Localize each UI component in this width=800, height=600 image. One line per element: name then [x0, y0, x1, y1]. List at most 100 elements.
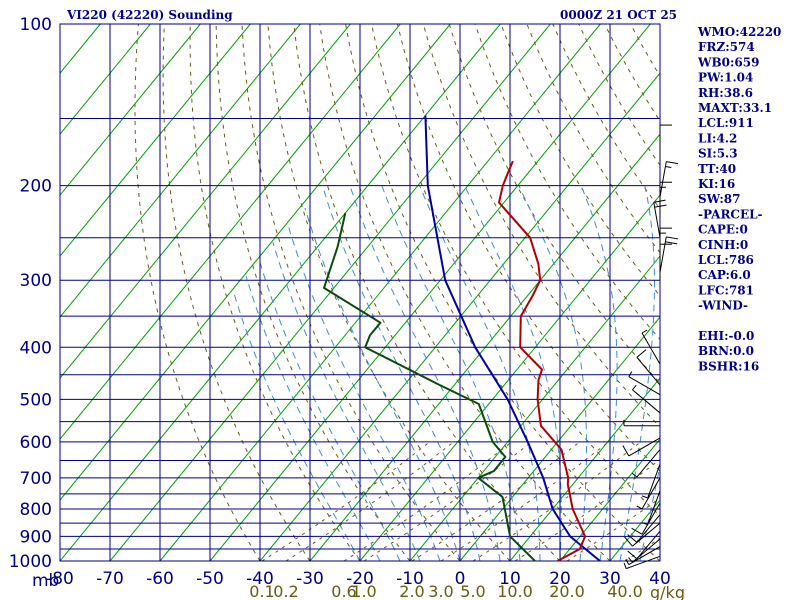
pressure-tick-label: 800 — [20, 500, 52, 520]
wind-barb — [631, 449, 661, 478]
wind-barb-flag — [625, 559, 630, 565]
wind-barb — [623, 419, 660, 427]
index-line: WMO:42220 — [697, 25, 781, 39]
temperature-tick-label: -60 — [146, 569, 174, 589]
temperature-line — [498, 160, 587, 561]
isotherm-line — [60, 24, 351, 379]
wind-barb-flag — [641, 522, 648, 526]
mixing-ratio-tick-label: 40.0 — [607, 582, 643, 600]
isotherm-line — [60, 24, 201, 196]
wind-barb-flag — [628, 557, 633, 563]
wind-barb-flag — [622, 445, 630, 457]
wind-barb-flag — [641, 495, 648, 499]
pressure-tick-label: 700 — [20, 469, 52, 489]
isotherm-line — [509, 377, 660, 561]
pressure-temperature-grid — [59, 23, 661, 562]
sounding-time: 0000Z 21 OCT 25 — [560, 8, 677, 22]
wind-barb-staff — [628, 376, 661, 396]
wind-barb — [628, 538, 661, 563]
temperature-tick-label: 20 — [549, 569, 571, 589]
wind-barb — [659, 236, 679, 273]
wind-barb-flag — [632, 384, 637, 391]
isotherm-line — [359, 194, 660, 561]
wind-barb — [636, 349, 661, 386]
wind-barb-flag — [631, 527, 643, 535]
isotherm-line — [60, 24, 301, 318]
wind-barb-flag — [636, 505, 643, 510]
wind-barb-flag — [653, 199, 666, 203]
isotherm-line — [259, 72, 660, 561]
wind-barb — [659, 243, 672, 281]
temperature-tick-label: -40 — [246, 569, 274, 589]
dewpoint-line — [323, 212, 536, 561]
wind-barb-staff — [659, 161, 667, 198]
isotherm-line — [209, 24, 651, 561]
pressure-tick-label: 900 — [20, 527, 52, 547]
index-line: SI:5.3 — [698, 147, 738, 161]
wind-barb — [659, 161, 679, 198]
wind-barb-staff — [653, 202, 661, 238]
pressure-tick-label: 100 — [20, 15, 52, 35]
mixing-ratio-tick-label: 10.0 — [497, 582, 533, 600]
wind-barb-staff — [632, 389, 661, 414]
index-line: RH:38.6 — [698, 86, 753, 100]
wind-barb-staff — [641, 502, 661, 535]
index-line: CAP:6.0 — [698, 268, 751, 282]
wind-barb-staff — [636, 449, 661, 478]
temperature-tick-label: -50 — [196, 569, 224, 589]
wind-barb — [653, 199, 667, 238]
plot-frame — [59, 23, 661, 562]
index-line: TT:40 — [698, 162, 736, 176]
wind-barb — [641, 463, 661, 499]
moist-adiabat-line — [258, 259, 401, 561]
temperature-tick-label: 10 — [499, 569, 521, 589]
mixing-ratio-tick-label: 0.1 — [249, 582, 274, 600]
pressure-unit-label: mb — [32, 571, 59, 591]
index-line: CINH:0 — [698, 238, 748, 252]
moist-adiabat-line — [245, 276, 381, 561]
mixing-ratio-tick-label: 20.0 — [549, 582, 585, 600]
index-line: BSHR:16 — [698, 359, 759, 373]
index-line: LCL:786 — [698, 253, 754, 267]
mixing-ratio-tick-label: 0.6 — [331, 582, 356, 600]
moist-adiabat-line — [287, 223, 441, 561]
wind-barb-flag — [623, 562, 627, 569]
wind-barb-staff — [659, 236, 667, 273]
index-line: PW:1.04 — [698, 71, 753, 85]
wind-barb-staff — [641, 332, 661, 365]
index-line: LFC:781 — [698, 283, 754, 297]
temperature-tick-label: 30 — [599, 569, 621, 589]
wind-barb-flag — [666, 161, 679, 165]
wind-barb — [632, 384, 661, 414]
isotherm-line — [60, 24, 401, 440]
wind-barbs — [622, 124, 679, 570]
chart-title: VI220 (42220) Sounding — [66, 8, 233, 22]
index-line: -PARCEL- — [698, 207, 763, 221]
wind-barb-staff — [628, 546, 661, 566]
wind-barb-staff — [628, 437, 661, 457]
index-line: EHI:-0.0 — [698, 329, 754, 343]
moist-adiabat-line — [233, 291, 361, 561]
wind-barb — [659, 181, 672, 219]
temperature-tick-label: -70 — [96, 569, 124, 589]
temperature-tick-label: 40 — [649, 569, 671, 589]
isotherm-line — [559, 438, 660, 561]
wind-barb — [622, 437, 661, 457]
pressure-tick-label: 1000 — [9, 552, 52, 572]
pressure-tick-label: 500 — [20, 390, 52, 410]
wind-barb-flag — [627, 534, 638, 543]
temperature-tick-label: -80 — [46, 569, 74, 589]
wind-barb — [659, 124, 672, 162]
wind-barb — [627, 514, 661, 543]
wind-barb — [624, 522, 661, 547]
index-line: FRZ:574 — [698, 40, 755, 54]
wind-barb — [641, 329, 661, 365]
wind-barb-staff — [636, 514, 661, 543]
isotherm-grid — [60, 24, 660, 561]
temperature-tick-label: -20 — [346, 569, 374, 589]
isotherm-line — [60, 24, 501, 561]
mixing-ratio-tick-label: 5.0 — [460, 582, 485, 600]
